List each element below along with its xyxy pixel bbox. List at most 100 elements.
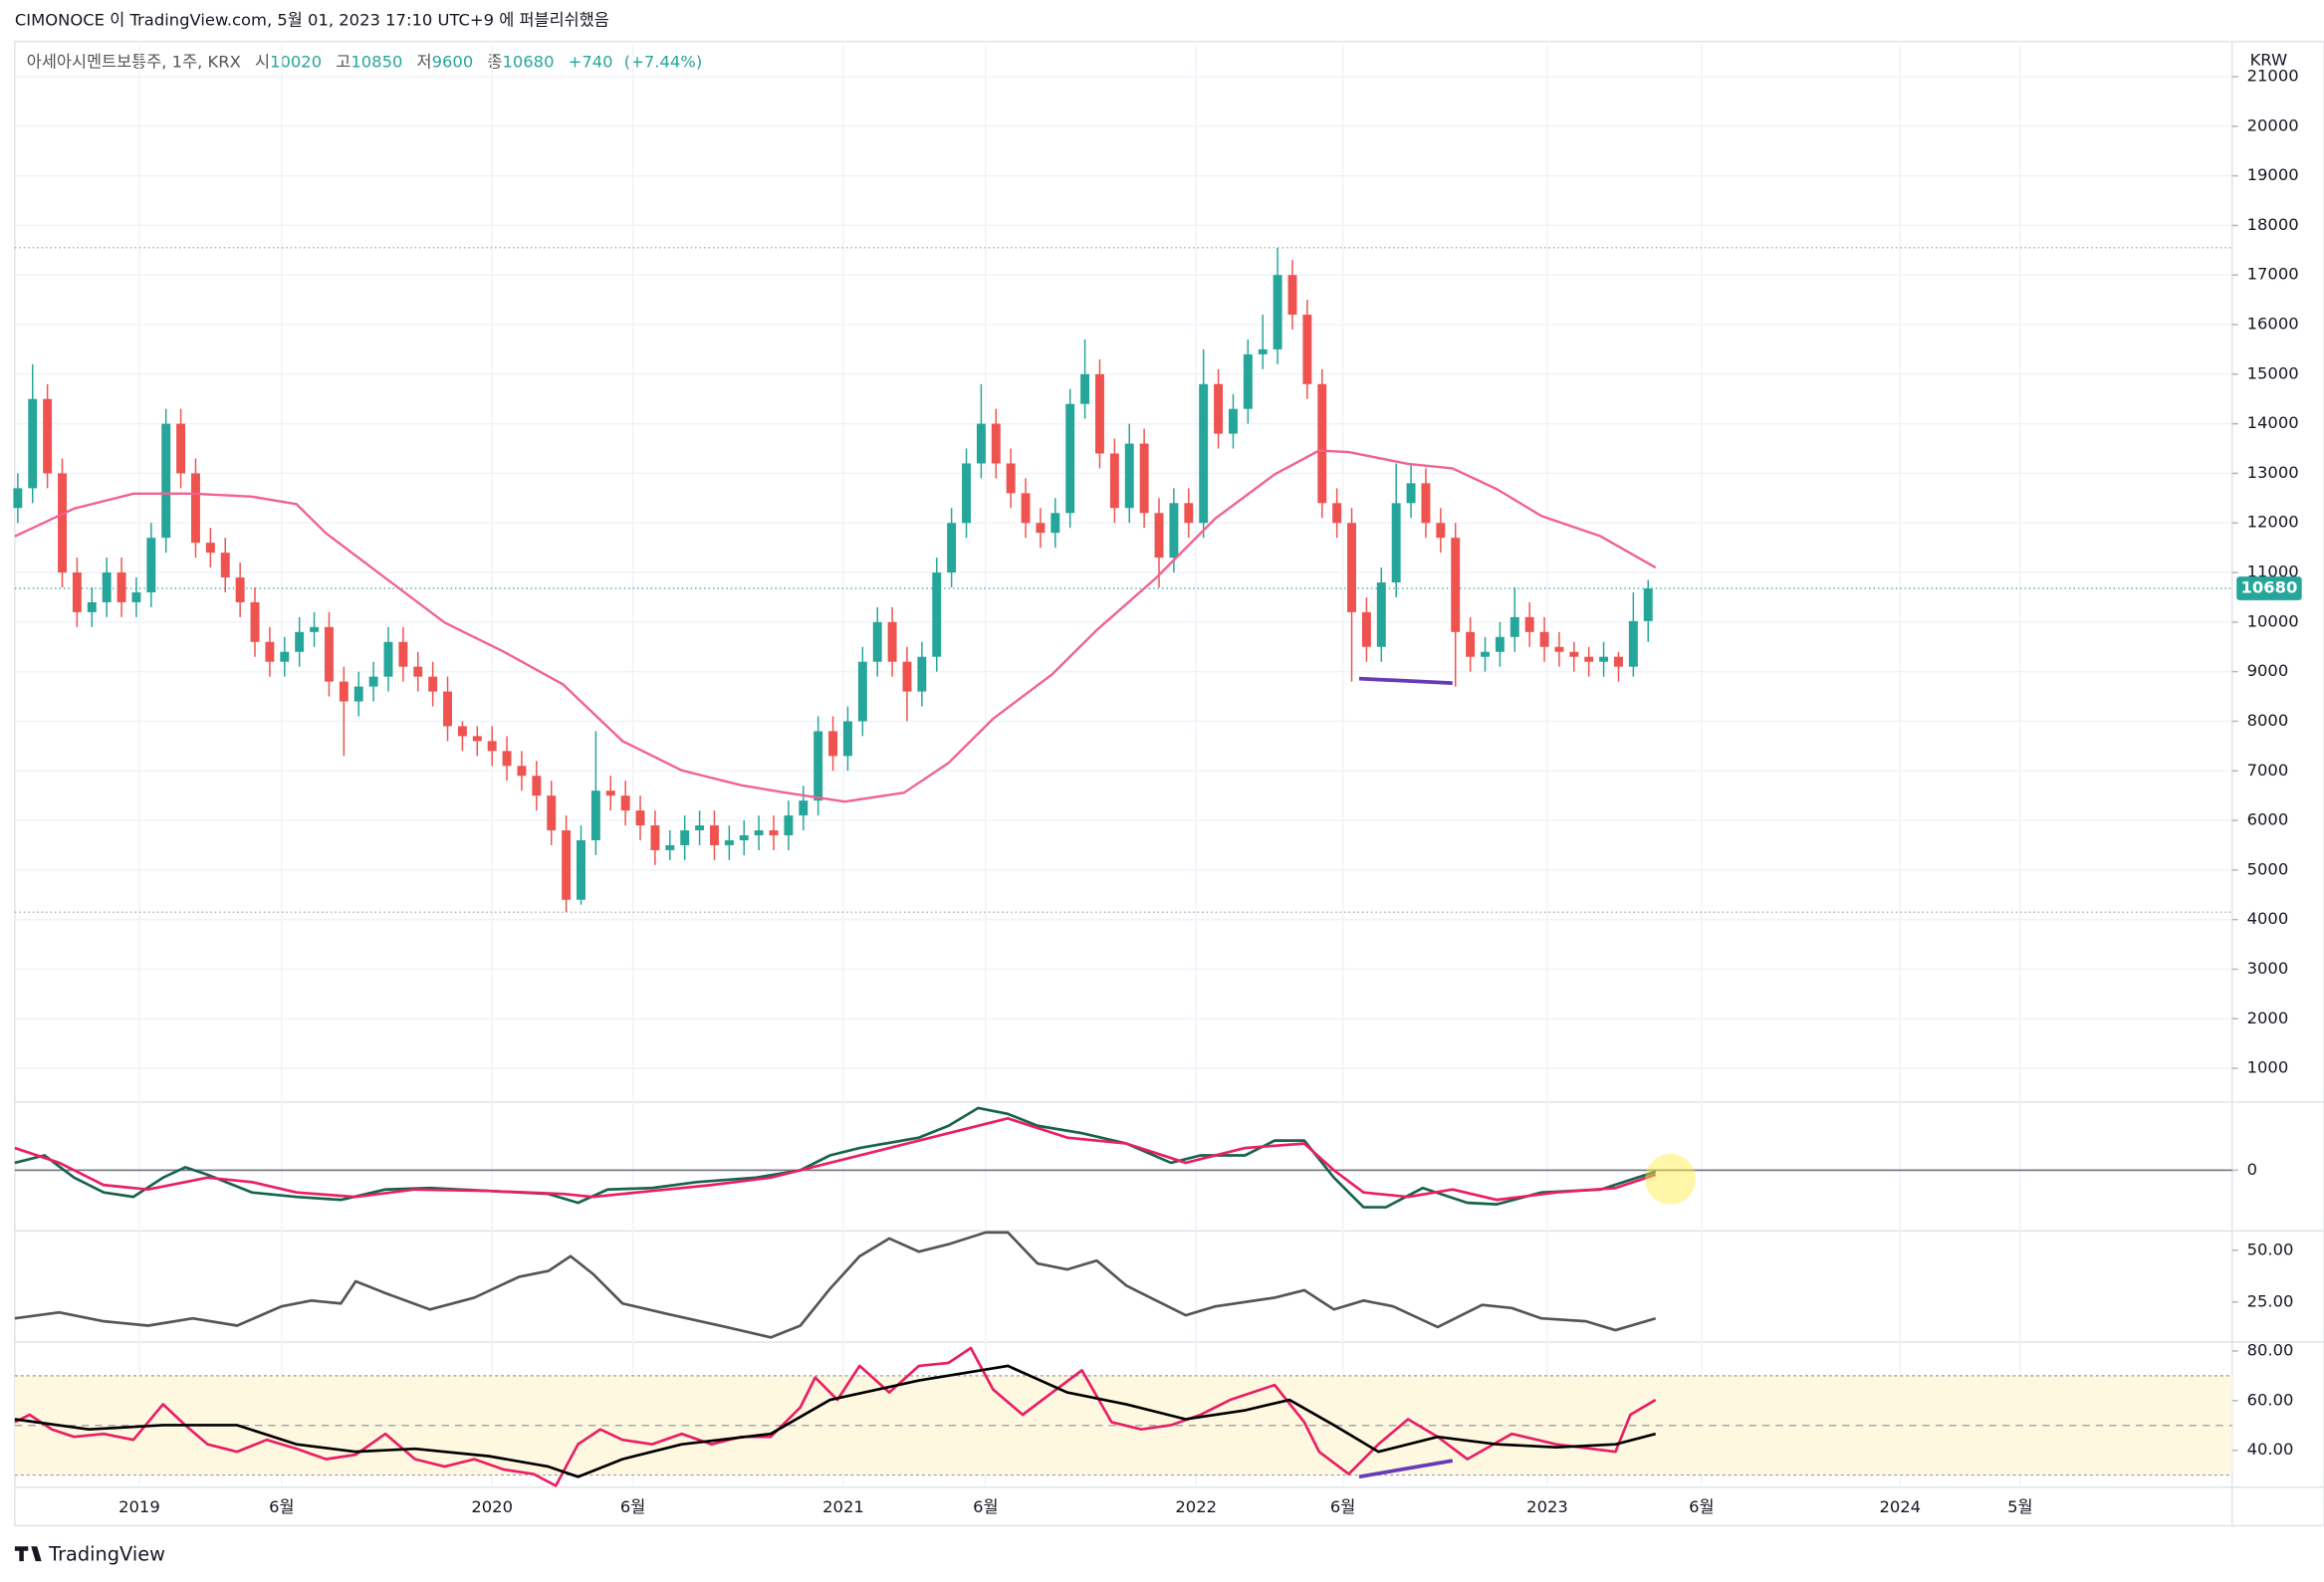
y-tick-label: 40.00	[2247, 1440, 2294, 1459]
candle-body	[577, 839, 585, 900]
candle-body	[532, 776, 542, 796]
y-tick-label: 0	[2247, 1160, 2257, 1179]
candle-body	[1495, 636, 1505, 652]
candle-body	[1481, 651, 1490, 657]
grid	[14, 44, 2232, 1486]
candle-body	[428, 676, 438, 692]
ohlc-value: 10850	[350, 52, 402, 71]
candle-body	[754, 830, 764, 836]
candle-body	[87, 601, 97, 612]
y-tick-label: 6000	[2247, 810, 2289, 829]
y-tick-label: 11000	[2247, 563, 2299, 581]
candle-body	[280, 651, 290, 662]
candle-body	[680, 830, 690, 845]
candle-body	[310, 626, 320, 632]
candle-body	[1139, 443, 1149, 514]
candle-body	[1539, 631, 1549, 647]
candle-body	[1361, 611, 1371, 647]
series-line	[14, 1346, 1657, 1487]
y-tick-label: 15000	[2247, 363, 2299, 382]
candle-body	[1599, 656, 1609, 662]
candle-body	[265, 641, 275, 662]
candle-body	[368, 676, 378, 687]
logo: TradingView	[14, 1543, 165, 1566]
candle-body	[1065, 403, 1075, 514]
y-tick-label: 1000	[2247, 1058, 2289, 1077]
candle-body	[665, 844, 675, 850]
candle-body	[1199, 383, 1209, 524]
x-tick-label: 2023	[1526, 1497, 1568, 1516]
candle-body	[872, 621, 882, 662]
x-tick-label: 6월	[620, 1497, 645, 1516]
candle-body	[457, 726, 467, 737]
last-price-tag	[2236, 576, 2302, 600]
candle-body	[1332, 503, 1342, 524]
candle-body	[1421, 483, 1431, 524]
y-tick-label: 50.00	[2247, 1240, 2294, 1258]
series-line	[14, 449, 1657, 803]
ohlc-label: 시	[255, 52, 270, 71]
candle-body	[205, 543, 215, 554]
candle-body	[1569, 651, 1579, 657]
candle-body	[1347, 523, 1356, 612]
y-tick-label: 14000	[2247, 413, 2299, 432]
candle-body	[813, 731, 823, 801]
candle-body	[161, 423, 171, 539]
candle-body	[695, 825, 705, 831]
y-tick-label: 20000	[2247, 115, 2299, 134]
candle-body	[502, 751, 512, 767]
x-tick-label: 2021	[822, 1497, 864, 1516]
y-tick-label: 16000	[2247, 315, 2299, 334]
candle-body	[131, 591, 141, 602]
candle-body	[1376, 582, 1386, 647]
candle-body	[784, 815, 794, 836]
candle-body	[620, 795, 630, 811]
x-tick-label: 5월	[2007, 1497, 2032, 1516]
y-tick-label: 4000	[2247, 909, 2289, 928]
candle-body	[887, 621, 897, 662]
x-tick-label: 2019	[118, 1497, 160, 1516]
candle-body	[339, 681, 349, 702]
candle-body	[13, 488, 23, 509]
candle-body	[1184, 503, 1194, 524]
candle-body	[324, 626, 334, 682]
ohlc-label: 종	[487, 52, 502, 71]
candle-body	[1524, 616, 1534, 632]
candle-body	[487, 741, 497, 752]
candle-body	[1124, 443, 1134, 509]
candle-body	[472, 736, 482, 742]
candle-body	[724, 839, 734, 845]
candle-body	[590, 791, 600, 840]
candle-body	[1584, 656, 1594, 662]
candle-body	[1510, 616, 1519, 637]
candle-body	[902, 661, 912, 692]
chart-frame	[14, 40, 2324, 1527]
candle-body	[1080, 373, 1090, 404]
candle-body	[1302, 315, 1312, 384]
x-tick-label: 6월	[973, 1497, 998, 1516]
y-tick-label: 5000	[2247, 859, 2289, 878]
highlight	[1645, 1154, 1696, 1205]
y-tick-label: 21000	[2247, 67, 2299, 86]
candle-body	[295, 631, 305, 652]
last-price-label: 10680	[2240, 577, 2297, 596]
candle-body	[220, 553, 230, 578]
ohlc-value: 9600	[432, 52, 474, 71]
candle-body	[1214, 383, 1224, 434]
logo-text: TradingView	[48, 1543, 165, 1566]
candle-body	[1466, 631, 1476, 657]
candle-body	[146, 538, 156, 592]
candle-body	[857, 661, 867, 722]
candle-body	[562, 830, 572, 900]
candle-body	[250, 601, 260, 642]
y-tick-label: 12000	[2247, 513, 2299, 532]
candle-body	[769, 830, 779, 836]
candle-body	[1287, 275, 1297, 316]
candle-body	[917, 656, 927, 692]
candle-body	[605, 791, 615, 796]
x-tick-label: 2022	[1175, 1497, 1217, 1516]
x-tick-label: 6월	[269, 1497, 294, 1516]
candle-body	[932, 572, 942, 657]
candle-body	[517, 766, 527, 777]
